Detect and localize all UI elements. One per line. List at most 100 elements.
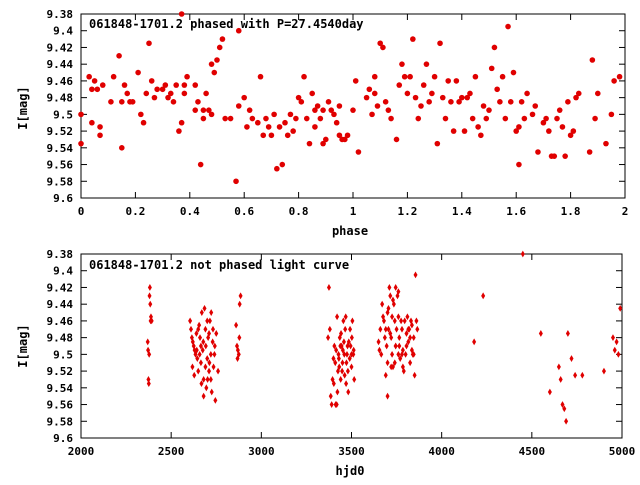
data-point: [431, 73, 438, 80]
data-point: [371, 90, 378, 97]
data-point: [212, 350, 217, 358]
data-point: [306, 140, 313, 147]
data-point: [518, 99, 525, 105]
data-point: [565, 330, 570, 337]
data-point: [192, 82, 199, 88]
data-point: [201, 392, 206, 400]
data-point: [211, 69, 218, 76]
data-point: [201, 376, 206, 383]
data-point: [516, 161, 522, 168]
data-point: [393, 136, 400, 143]
data-point: [233, 178, 239, 185]
data-point: [344, 380, 349, 388]
data-point: [89, 119, 95, 126]
data-point: [314, 103, 321, 109]
y-tick-label: 9.48: [47, 92, 74, 105]
data-point: [191, 342, 196, 350]
data-point: [97, 124, 103, 130]
data-point: [347, 355, 352, 362]
data-point: [562, 405, 567, 413]
data-point: [384, 342, 389, 350]
data-point: [429, 90, 435, 97]
data-point: [397, 342, 402, 350]
data-point: [129, 99, 136, 105]
data-point: [382, 334, 387, 342]
data-point: [216, 44, 223, 51]
data-point: [159, 86, 166, 93]
data-point: [399, 317, 404, 325]
data-point: [413, 271, 418, 279]
data-point: [386, 325, 391, 333]
data-point: [219, 36, 226, 42]
data-point: [323, 136, 329, 143]
data-point: [341, 317, 346, 325]
y-tick-label: 9.56: [47, 159, 74, 172]
data-point: [194, 346, 199, 354]
data-point: [290, 128, 296, 134]
data-point: [338, 376, 343, 383]
data-points: [145, 250, 623, 425]
data-point: [91, 78, 98, 84]
data-point: [135, 69, 141, 76]
y-tick-label: 9.4: [53, 25, 73, 38]
data-point: [146, 346, 151, 354]
data-point: [601, 367, 606, 375]
data-point: [198, 334, 203, 342]
data-point: [407, 73, 413, 80]
data-point: [342, 136, 348, 143]
data-point: [516, 124, 522, 130]
data-point: [265, 124, 272, 130]
data-point: [341, 338, 346, 346]
data-point: [336, 103, 343, 109]
data-point: [494, 86, 500, 93]
data-point: [205, 355, 210, 362]
data-point: [340, 367, 345, 375]
data-point: [197, 161, 204, 168]
data-point: [344, 132, 351, 139]
data-point: [401, 73, 408, 80]
data-point: [340, 359, 345, 367]
data-point: [521, 115, 528, 122]
y-tick-label: 9.6: [53, 432, 73, 445]
data-point: [234, 342, 239, 350]
data-point: [388, 115, 394, 122]
data-point: [437, 40, 443, 47]
data-point: [331, 380, 336, 388]
data-point: [276, 124, 283, 130]
data-point: [326, 334, 331, 342]
data-point: [402, 317, 407, 325]
data-point: [235, 27, 242, 34]
data-point: [204, 384, 209, 392]
data-point: [119, 145, 125, 151]
data-point: [181, 90, 188, 97]
data-point: [227, 115, 234, 122]
x-axis-label: hjd0: [336, 464, 365, 478]
data-point: [325, 99, 332, 105]
data-point: [312, 124, 318, 130]
data-point: [505, 23, 511, 30]
data-point: [442, 115, 449, 122]
data-point: [200, 346, 205, 354]
data-point: [320, 107, 326, 113]
data-point: [203, 363, 208, 371]
data-point: [461, 128, 468, 134]
data-point: [335, 313, 340, 321]
data-point: [409, 346, 414, 354]
data-point: [612, 346, 617, 354]
data-point: [400, 363, 405, 371]
y-tick-label: 9.52: [47, 365, 74, 378]
data-point: [336, 350, 341, 358]
data-point: [595, 90, 601, 97]
y-tick-label: 9.56: [47, 399, 74, 412]
data-point: [181, 82, 188, 88]
y-axis-label: I[mag]: [16, 86, 30, 129]
data-point: [143, 90, 150, 97]
data-point: [352, 376, 357, 383]
data-point: [535, 149, 541, 155]
data-point: [328, 392, 333, 400]
data-point: [199, 309, 204, 316]
data-point: [203, 90, 209, 97]
x-tick-label: 3000: [248, 445, 275, 458]
y-tick-label: 9.46: [47, 75, 74, 88]
data-point: [176, 128, 182, 134]
